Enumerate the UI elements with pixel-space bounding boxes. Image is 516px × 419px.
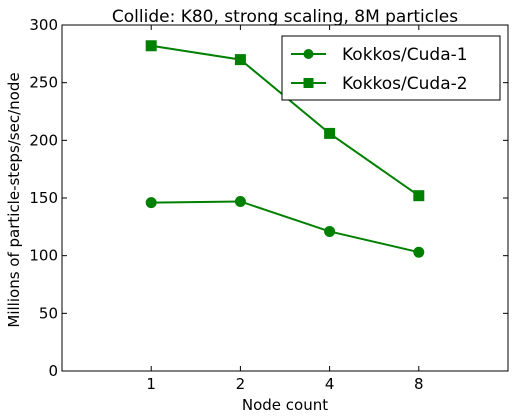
data-point-circle (234, 195, 246, 207)
x-axis-label: Node count (242, 396, 328, 414)
y-tick-label: 300 (29, 16, 58, 34)
axes-frame (61, 24, 509, 372)
legend-label: Kokkos/Cuda-1 (342, 45, 468, 65)
legend-marker-square (303, 78, 314, 88)
x-tick-label: 4 (325, 375, 335, 393)
data-point-circle (413, 246, 425, 258)
data-point-square (234, 54, 246, 66)
data-point-square (413, 190, 425, 202)
x-tick-label: 2 (236, 375, 246, 393)
data-point-circle (324, 225, 336, 237)
legend: Kokkos/Cuda-1 Kokkos/Cuda-2 (281, 35, 501, 101)
y-tick-label: 250 (29, 74, 58, 92)
y-axis-label: Millions of particle-steps/sec/node (5, 72, 23, 327)
x-tick-label: 8 (414, 375, 424, 393)
y-tick-label: 50 (39, 304, 58, 322)
data-point-circle (145, 197, 157, 209)
y-tick-label: 200 (29, 131, 58, 149)
data-point-square (324, 127, 336, 139)
x-tick-label: 1 (146, 375, 156, 393)
plot-area: 0 50 100 150 200 250 300 1 2 4 8 (29, 16, 509, 393)
legend-box (281, 35, 501, 101)
y-tick-label: 150 (29, 189, 58, 207)
legend-label: Kokkos/Cuda-2 (342, 74, 468, 94)
legend-marker-circle (303, 49, 314, 59)
y-tick-label: 100 (29, 247, 58, 265)
y-tick-label: 0 (48, 362, 58, 380)
chart-title: Collide: K80, strong scaling, 8M particl… (112, 7, 458, 27)
data-point-square (145, 40, 157, 52)
series-line-1 (151, 200, 420, 254)
